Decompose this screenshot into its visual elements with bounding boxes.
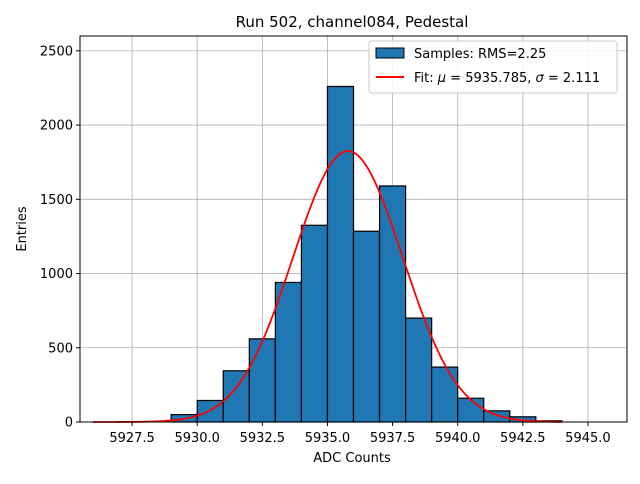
y-tick-label: 500 xyxy=(48,341,73,356)
axis-ticks: 5927.5 5930.0 5932.5 5935.0 5937.5 5940.0 5942… xyxy=(40,44,611,446)
legend-label-samples: Samples: RMS=2.25 xyxy=(414,47,546,62)
histogram-bar xyxy=(222,370,250,423)
x-tick-label: 5932.5 xyxy=(240,431,286,446)
x-tick-label: 5940.0 xyxy=(435,431,481,446)
histogram-bar xyxy=(457,397,485,423)
histogram-bar xyxy=(274,281,303,423)
y-tick-label: 2000 xyxy=(40,119,73,134)
legend-swatch-samples xyxy=(375,47,405,59)
plot-frame xyxy=(79,35,628,423)
y-tick-label: 2500 xyxy=(40,44,73,59)
chart-title: Run 502, channel084, Pedestal xyxy=(236,13,469,31)
y-axis-label: Entries xyxy=(15,206,30,252)
y-tick-label: 1500 xyxy=(40,193,73,208)
x-axis-label: ADC Counts xyxy=(313,451,391,466)
x-tick-label: 5927.5 xyxy=(109,431,155,446)
histogram-bar xyxy=(352,230,381,423)
histogram-bar xyxy=(483,410,511,423)
y-tick-label: 0 xyxy=(65,416,73,431)
x-tick-label: 5942.5 xyxy=(500,431,546,446)
histogram-bar xyxy=(431,366,459,423)
histogram-bar xyxy=(300,224,329,423)
legend-box xyxy=(368,40,618,94)
y-tick-label: 1000 xyxy=(40,267,73,282)
legend-label-fit: Fit: μ = 5935.785, σ = 2.111 xyxy=(414,71,600,86)
x-tick-label: 5930.0 xyxy=(174,431,220,446)
histogram-bar xyxy=(326,85,355,423)
histogram-bar xyxy=(248,338,276,423)
x-tick-label: 5945.0 xyxy=(565,431,611,446)
legend: Samples: RMS=2.25 Fit: μ = 5935.785, σ =… xyxy=(368,40,618,94)
fit-curve-layer xyxy=(93,150,562,423)
histogram-bar xyxy=(404,317,433,423)
histogram-bar xyxy=(378,185,407,423)
x-tick-label: 5935.0 xyxy=(305,431,351,446)
gaussian-fit-line xyxy=(93,150,562,423)
x-tick-label: 5937.5 xyxy=(370,431,416,446)
